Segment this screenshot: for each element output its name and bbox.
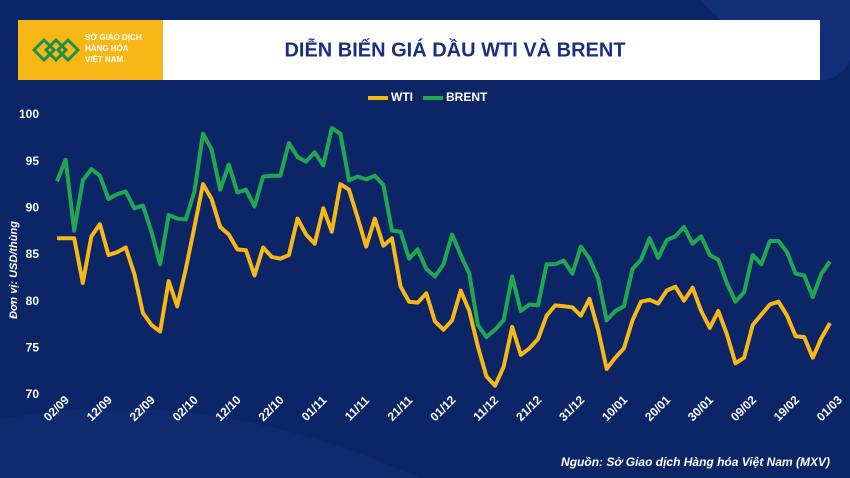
logo-mark [31,37,81,63]
x-tick-label: 31/12 [556,393,587,424]
y-tick-label: 100 [19,107,39,121]
y-tick-label: 80 [26,294,40,308]
x-tick-label: 21/11 [385,393,416,424]
chart-title: DIỄN BIẾN GIÁ DẦU WTI VÀ BRENT [284,38,625,61]
y-tick-label: 70 [26,387,40,401]
legend-label: WTI [391,90,413,104]
logo-box [18,20,163,80]
x-tick-label: 30/01 [685,393,716,424]
x-tick-label: 01/03 [814,393,845,424]
x-tick-label: 01/12 [427,393,458,424]
x-tick-label: 01/11 [299,393,330,424]
legend-label: BRENT [446,90,488,104]
source-note: Nguồn: Sở Giao dịch Hàng hóa Việt Nam (M… [561,455,830,469]
x-tick-label: 20/01 [642,393,673,424]
y-tick-label: 90 [26,201,40,215]
logo-text: HÀNG HÓA [85,44,129,53]
x-tick-label: 22/10 [256,393,287,424]
decoration [0,408,420,478]
x-tick-label: 21/12 [513,393,544,424]
y-tick-label: 85 [26,247,40,261]
y-tick-label: 95 [26,154,40,168]
series-line [57,182,832,388]
y-tick-label: 75 [26,341,40,355]
x-tick-label: 10/01 [599,393,630,424]
x-tick-label: 09/02 [728,393,759,424]
x-tick-label: 19/02 [771,393,802,424]
x-tick-label: 11/11 [342,393,372,423]
logo-text: SỞ GIAO DỊCH [85,33,142,42]
series-line [55,126,832,340]
y-axis-title: Đơn vị: USD/thùng [8,221,20,319]
logo-text: VIỆT NAM [85,55,124,64]
x-tick-label: 11/12 [471,393,502,424]
